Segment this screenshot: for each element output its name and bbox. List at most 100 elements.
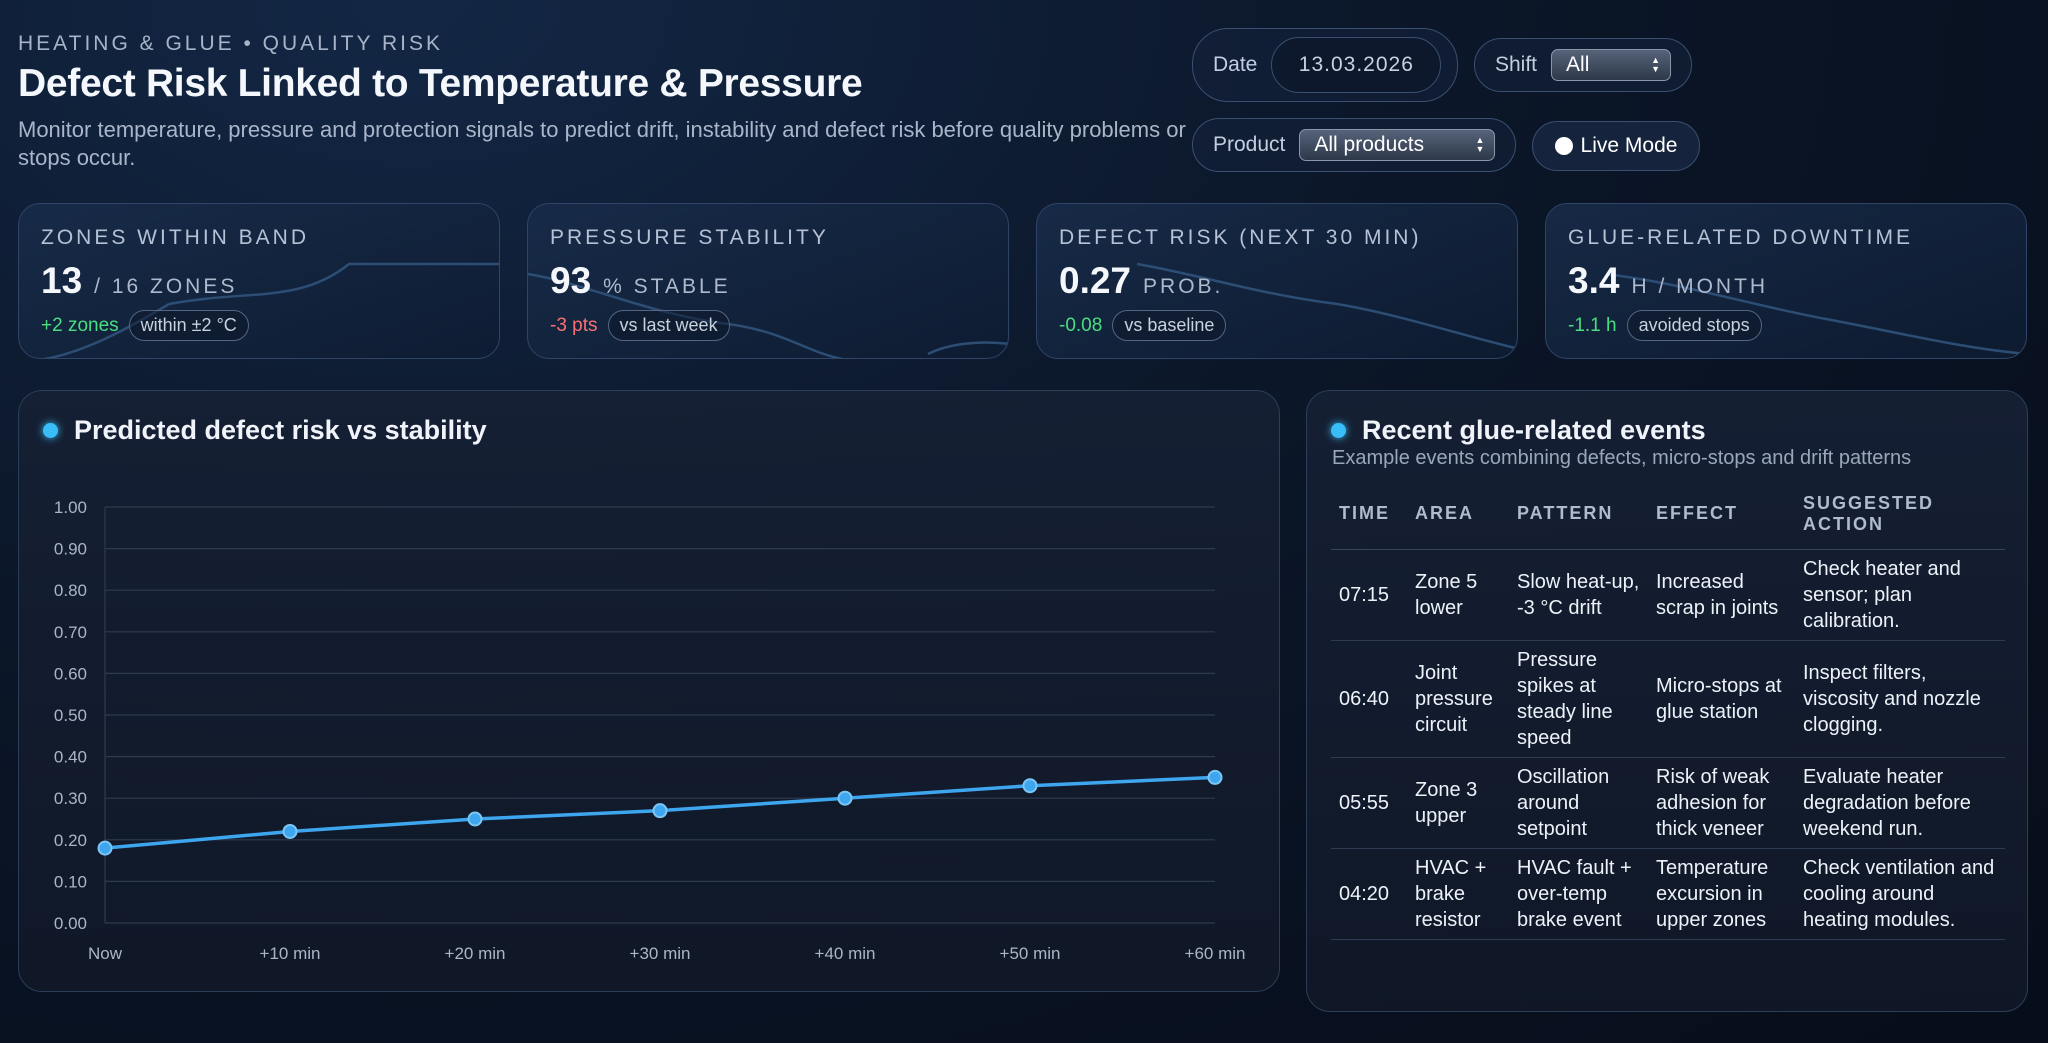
kpi-unit: H / MONTH xyxy=(1631,275,1769,298)
kpi-number: 93 xyxy=(550,260,592,301)
event-action: Check heater and sensor; plan calibratio… xyxy=(1795,549,2005,641)
y-tick-label: 0.80 xyxy=(54,581,87,600)
event-time: 04:20 xyxy=(1331,848,1407,940)
kpi-footer: -0.08 vs baseline xyxy=(1059,310,1227,341)
data-point xyxy=(467,811,483,827)
kpi-label: PRESSURE STABILITY xyxy=(550,226,829,249)
live-mode-toggle[interactable]: Live Mode xyxy=(1532,121,1700,171)
event-area: Zone 3 upper xyxy=(1407,757,1509,849)
table-row: 06:40 Joint pressure circuit Pressure sp… xyxy=(1331,640,2005,758)
event-effect: Temperature excursion in upper zones xyxy=(1648,848,1795,940)
event-pattern: Slow heat-up, -3 °C drift xyxy=(1509,549,1648,641)
event-pattern: Oscillation around setpoint xyxy=(1509,757,1648,849)
kpi-delta: +2 zones xyxy=(41,314,119,336)
event-time: 07:15 xyxy=(1331,549,1407,641)
event-effect: Micro-stops at glue station xyxy=(1648,640,1795,758)
event-pattern: Pressure spikes at steady line speed xyxy=(1509,640,1648,758)
events-panel: Recent glue-related events Example event… xyxy=(1306,390,2028,1012)
y-tick-label: 1.00 xyxy=(54,498,87,517)
y-tick-label: 0.20 xyxy=(54,831,87,850)
live-dot-icon xyxy=(1554,137,1573,155)
y-tick-label: 0.40 xyxy=(54,748,87,767)
chart-panel-title: Predicted defect risk vs stability xyxy=(74,415,487,445)
event-time: 06:40 xyxy=(1331,640,1407,758)
page-title: Defect Risk Linked to Temperature & Pres… xyxy=(18,62,863,105)
y-tick-label: 0.70 xyxy=(54,623,87,642)
date-control: Date 13.03.2026 xyxy=(1192,28,1458,102)
kpi-delta: -1.1 h xyxy=(1568,314,1617,336)
column-header-suggested-action: SUGGESTED ACTION xyxy=(1795,491,2005,550)
column-header-pattern: PATTERN xyxy=(1509,491,1648,550)
kpi-footer: +2 zones within ±2 °C xyxy=(41,310,249,341)
kpi-unit: / 16 ZONES xyxy=(94,275,238,298)
y-tick-label: 0.10 xyxy=(54,872,87,891)
chart-panel: 0.00 0.10 0.20 0.30 0.40 0.50 0.60 0.70 0.80 0.90… xyxy=(18,390,1280,992)
x-tick-label: +20 min xyxy=(445,944,506,963)
kpi-context-badge: within ±2 °C xyxy=(128,310,249,341)
shift-select-value: All xyxy=(1566,53,1590,76)
kpi-value: 3.4 H / MONTH xyxy=(1568,260,1768,302)
table-row: 07:15 Zone 5 lower Slow heat-up, -3 °C d… xyxy=(1331,549,2005,641)
kpi-value: 0.27 PROB. xyxy=(1059,260,1223,302)
table-row: 04:20 HVAC + brake resistor HVAC fault +… xyxy=(1331,848,2005,940)
data-point xyxy=(97,840,113,856)
kpi-unit: PROB. xyxy=(1143,275,1224,298)
data-point xyxy=(837,790,853,806)
table-header-row: TIME AREA PATTERN EFFECT SUGGESTED ACTIO… xyxy=(1331,491,2005,550)
data-point xyxy=(652,803,668,819)
kpi-number: 13 xyxy=(41,260,83,301)
kpi-number: 3.4 xyxy=(1568,260,1620,301)
x-tick-label: +30 min xyxy=(630,944,691,963)
date-label: Date xyxy=(1213,53,1258,76)
product-control: Product All products ▲ ▼ xyxy=(1192,118,1516,172)
select-arrows-icon: ▲ ▼ xyxy=(1651,55,1661,74)
kpi-context-badge: vs baseline xyxy=(1112,310,1227,341)
kpi-delta: -0.08 xyxy=(1059,314,1103,336)
event-action: Evaluate heater degradation before weeke… xyxy=(1795,757,2005,849)
kpi-delta: -3 pts xyxy=(550,314,598,336)
x-tick-label: +10 min xyxy=(260,944,321,963)
kpi-footer: -3 pts vs last week xyxy=(550,310,730,341)
x-tick-label: +40 min xyxy=(815,944,876,963)
kpi-number: 0.27 xyxy=(1059,260,1132,301)
x-tick-label: +50 min xyxy=(1000,944,1061,963)
x-tick-label: Now xyxy=(88,944,123,963)
product-label: Product xyxy=(1213,133,1286,156)
table-row: 05:55 Zone 3 upper Oscillation around se… xyxy=(1331,757,2005,849)
column-header-effect: EFFECT xyxy=(1648,491,1795,550)
kpi-label: GLUE-RELATED DOWNTIME xyxy=(1568,226,1913,249)
product-select[interactable]: All products ▲ ▼ xyxy=(1299,129,1496,161)
y-tick-label: 0.50 xyxy=(54,706,87,725)
chart-panel-header: Predicted defect risk vs stability xyxy=(43,415,487,446)
y-tick-label: 0.30 xyxy=(54,789,87,808)
date-input[interactable]: 13.03.2026 xyxy=(1271,37,1442,93)
kpi-label: ZONES WITHIN BAND xyxy=(41,226,310,249)
shift-control: Shift All ▲ ▼ xyxy=(1474,38,1692,92)
data-point xyxy=(282,823,298,839)
events-table: TIME AREA PATTERN EFFECT SUGGESTED ACTIO… xyxy=(1331,491,2005,940)
product-select-value: All products xyxy=(1314,133,1425,156)
kpi-card-downtime: GLUE-RELATED DOWNTIME 3.4 H / MONTH -1.1… xyxy=(1545,203,2027,359)
sparkline xyxy=(1605,272,2026,356)
kpi-unit: % STABLE xyxy=(603,275,731,298)
kpi-card-defect-risk: DEFECT RISK (NEXT 30 MIN) 0.27 PROB. -0.… xyxy=(1036,203,1518,359)
status-dot-icon xyxy=(43,423,58,438)
page-eyebrow: HEATING & GLUE • QUALITY RISK xyxy=(18,32,443,55)
kpi-context-badge: vs last week xyxy=(607,310,730,341)
data-point xyxy=(1207,769,1223,785)
column-header-area: AREA xyxy=(1407,491,1509,550)
x-tick-label: +60 min xyxy=(1185,944,1246,963)
kpi-card-zones: ZONES WITHIN BAND 13 / 16 ZONES +2 zones… xyxy=(18,203,500,359)
kpi-label: DEFECT RISK (NEXT 30 MIN) xyxy=(1059,226,1422,249)
kpi-card-pressure: PRESSURE STABILITY 93 % STABLE -3 pts vs… xyxy=(527,203,1009,359)
sparkline xyxy=(1136,262,1517,350)
event-time: 05:55 xyxy=(1331,757,1407,849)
event-area: HVAC + brake resistor xyxy=(1407,848,1509,940)
kpi-footer: -1.1 h avoided stops xyxy=(1568,310,1762,341)
event-action: Check ventilation and cooling around hea… xyxy=(1795,848,2005,940)
events-panel-title: Recent glue-related events xyxy=(1362,415,1706,445)
kpi-context-badge: avoided stops xyxy=(1626,310,1762,341)
event-effect: Risk of weak adhesion for thick veneer xyxy=(1648,757,1795,849)
y-tick-label: 0.00 xyxy=(54,914,87,933)
shift-select[interactable]: All ▲ ▼ xyxy=(1551,49,1672,81)
